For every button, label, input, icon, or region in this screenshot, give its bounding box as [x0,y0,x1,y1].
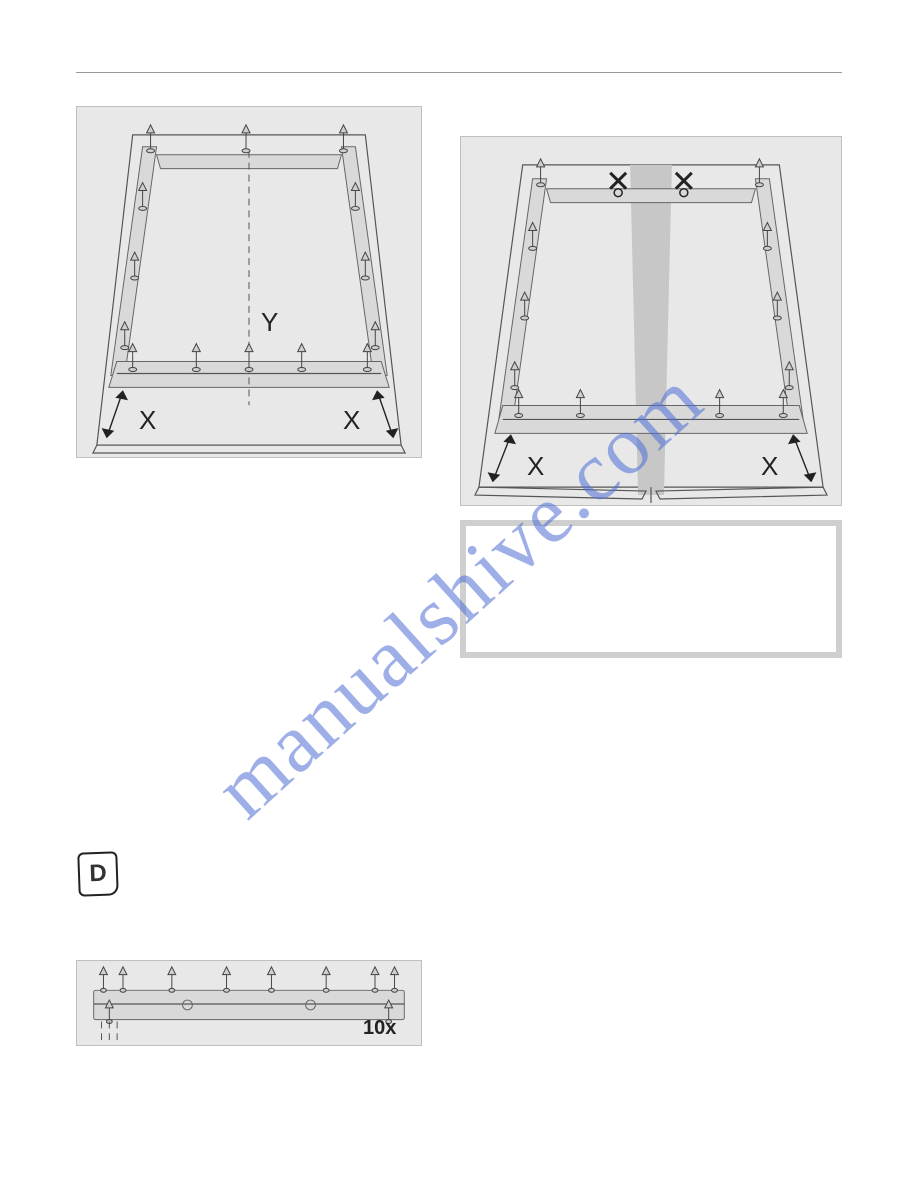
label-x-left: X [139,405,156,436]
label-x-left: X [527,451,544,482]
figure-single-panel: Y X X [76,106,422,458]
label-x-right: X [761,451,778,482]
step-letter: D [89,860,107,889]
step-badge: D [77,851,119,896]
figure-bottom-bracket: 10x [76,960,422,1046]
callout-box [460,520,842,658]
header-rule [76,72,842,73]
label-y: Y [261,307,278,338]
label-x-right: X [343,405,360,436]
figure-split-panel: X X [460,136,842,506]
count-label: 10x [363,1017,396,1040]
